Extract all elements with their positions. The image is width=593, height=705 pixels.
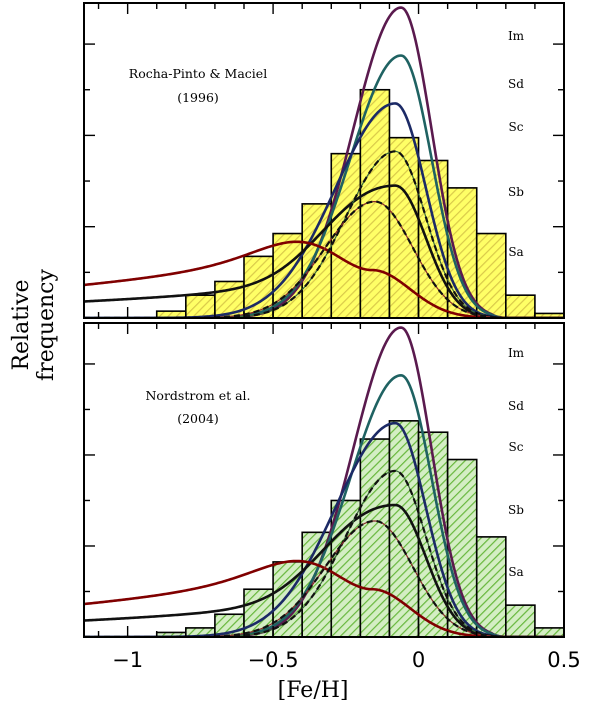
histogram-bar — [505, 294, 536, 319]
series-label-im: Im — [508, 346, 525, 360]
x-tick-label: 0.5 — [547, 648, 580, 672]
series-label-sa: Sa — [508, 245, 523, 259]
x-tick-label: −1 — [112, 648, 143, 672]
ticks-top — [84, 3, 565, 318]
panel-annotation: (1996) — [177, 90, 219, 105]
series-label-sc: Sc — [509, 440, 524, 454]
x-axis-label: [Fe/H] — [278, 678, 349, 703]
x-tick-label: −0.5 — [248, 648, 299, 672]
panel-annotation: Nordstrom et al. — [145, 388, 250, 403]
series-label-sd: Sd — [508, 399, 524, 413]
histogram-bar — [446, 458, 478, 638]
series-label-sc: Sc — [509, 120, 524, 134]
histogram-bar — [505, 604, 536, 638]
panel-bottom: Nordstrom et al. (2004) Im Sd Sc Sb Sa — [83, 322, 565, 638]
series-label-sb: Sb — [508, 185, 524, 199]
plot-frame-bottom — [83, 322, 565, 638]
x-axis: −1 −0.5 0 0.5 [Fe/H] — [112, 648, 581, 703]
curve-sb-dashed — [84, 469, 564, 637]
panel-top: Rocha-Pinto & Maciel (1996) Im Sd Sc Sb Sa — [83, 2, 565, 319]
panel-annotation: Rocha-Pinto & Maciel — [129, 66, 267, 81]
x-tick-label: 0 — [412, 648, 425, 672]
histogram-bar — [330, 152, 362, 319]
series-label-im: Im — [508, 29, 525, 43]
panel-annotation: (2004) — [177, 411, 219, 426]
series-label-sa: Sa — [508, 565, 523, 579]
curve-sb-dashed — [84, 150, 564, 318]
series-label-sb: Sb — [508, 503, 524, 517]
ticks-bottom — [84, 323, 565, 637]
plot-frame-top — [83, 2, 565, 319]
series-label-sd: Sd — [508, 77, 524, 91]
histogram-bar — [359, 438, 391, 638]
histogram-bar — [185, 294, 216, 319]
histogram-bar — [475, 232, 507, 319]
y-axis-label: Relative frequency — [9, 269, 59, 381]
histogram-bottom — [155, 420, 565, 638]
histogram-bar — [475, 536, 507, 638]
histogram-bar — [534, 627, 565, 638]
histogram-top — [155, 88, 565, 319]
